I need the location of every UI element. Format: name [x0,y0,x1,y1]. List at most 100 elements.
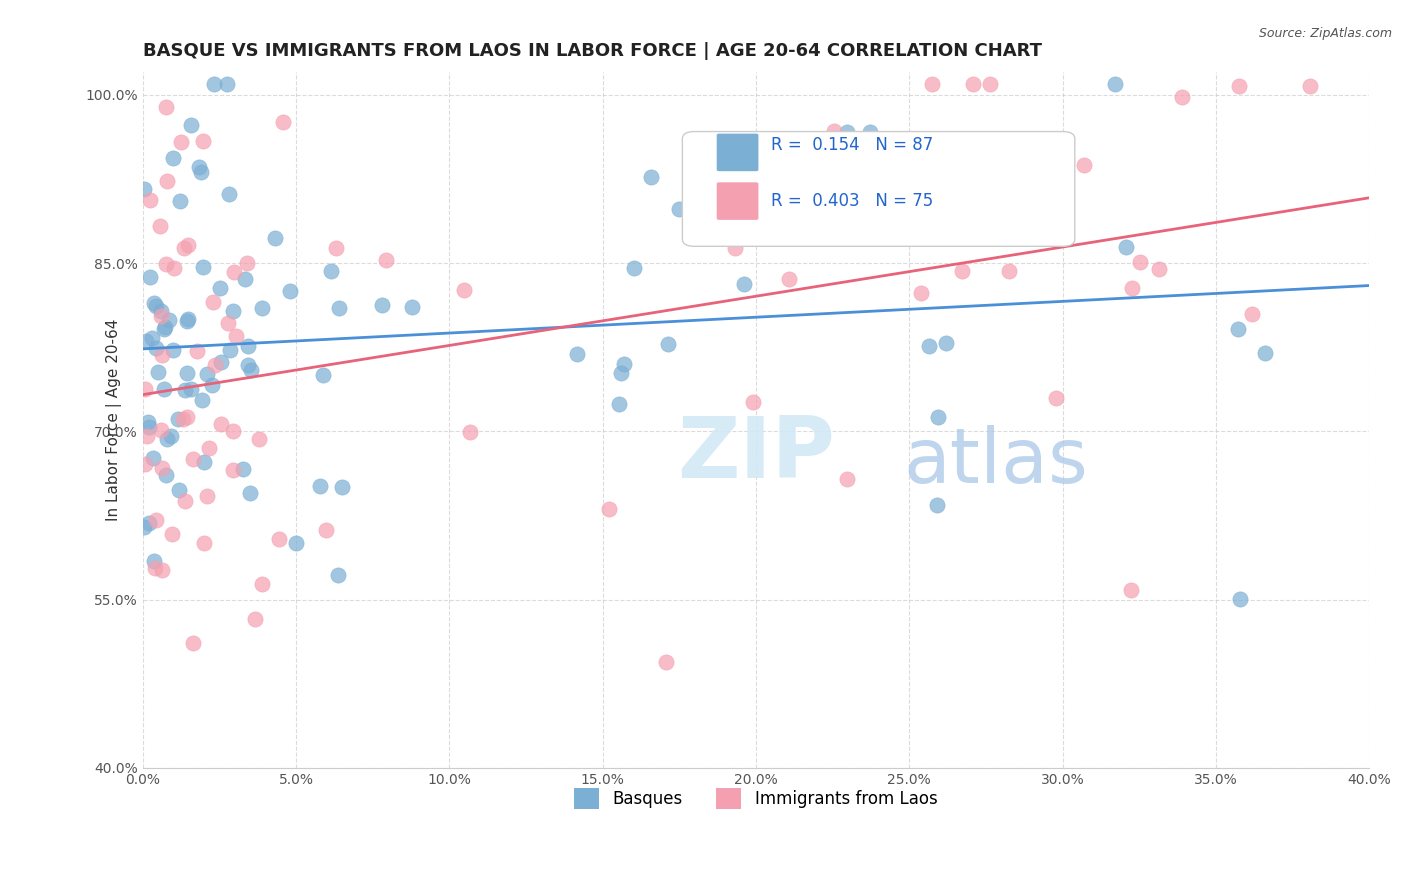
Point [1129,255,1152,269]
Point [370,298,392,312]
Point [200,378,222,392]
Point [918,338,941,352]
Point [183,636,205,650]
Point [312,368,335,382]
Legend: Basques, Immigrants from Laos: Basques, Immigrants from Laos [568,781,943,815]
Point [153,382,176,396]
Point [967,156,990,170]
Point [142,296,165,310]
Point [1241,307,1264,321]
Point [149,423,172,437]
Point [186,344,208,359]
Point [1147,261,1170,276]
Point [162,343,184,358]
Point [218,187,240,202]
Point [193,135,215,149]
Point [209,355,232,369]
Point [138,516,160,530]
Point [623,260,645,275]
Point [1254,346,1277,360]
Point [193,455,215,469]
Text: Source: ZipAtlas.com: Source: ZipAtlas.com [1258,27,1392,40]
Point [613,357,636,371]
Point [150,309,173,323]
Point [1115,240,1137,254]
Point [308,479,330,493]
Point [741,395,763,409]
FancyBboxPatch shape [717,134,758,171]
Point [1227,79,1250,94]
Point [883,229,905,244]
Point [328,301,350,316]
Point [134,520,156,534]
Point [145,299,167,313]
Point [190,393,212,408]
Point [1073,158,1095,172]
Point [239,363,262,377]
Point [1227,322,1250,336]
Point [723,242,745,256]
Point [150,563,173,577]
Point [201,294,224,309]
Point [150,461,173,475]
Point [935,335,957,350]
Point [174,493,197,508]
Point [134,382,156,396]
Point [176,237,198,252]
Point [197,441,219,455]
Point [733,277,755,291]
Point [177,312,200,326]
Point [692,209,714,223]
Point [141,331,163,345]
Point [193,536,215,550]
Point [979,77,1001,91]
Point [149,304,172,318]
Point [1298,79,1320,94]
Point [668,202,690,217]
Point [153,320,176,334]
Point [217,316,239,330]
Point [219,343,242,358]
Point [204,359,226,373]
Point [927,156,949,170]
Point [157,313,180,327]
Point [921,77,943,91]
Point [167,483,190,498]
Point [225,329,247,343]
Point [176,314,198,328]
Point [143,554,166,568]
Point [640,169,662,184]
Point [172,411,194,425]
Point [162,151,184,165]
Point [267,533,290,547]
Point [138,415,160,429]
Point [142,450,165,465]
Point [950,263,973,277]
Point [1104,77,1126,91]
Point [657,336,679,351]
Point [330,480,353,494]
Point [235,271,257,285]
Point [181,452,204,467]
Point [232,461,254,475]
Point [155,467,177,482]
Point [243,612,266,626]
Point [567,346,589,360]
Point [160,429,183,443]
Point [145,513,167,527]
Point [1121,281,1143,295]
Point [222,462,245,476]
Text: ZIP: ZIP [678,414,835,497]
Text: R =  0.154   N = 87: R = 0.154 N = 87 [770,136,934,154]
Point [209,417,232,431]
Point [835,125,858,139]
Point [180,118,202,132]
Point [195,367,218,381]
Point [250,301,273,315]
Point [458,425,481,439]
Text: atlas: atlas [903,425,1088,499]
Point [925,499,948,513]
Point [190,165,212,179]
Point [173,241,195,255]
Point [166,411,188,425]
